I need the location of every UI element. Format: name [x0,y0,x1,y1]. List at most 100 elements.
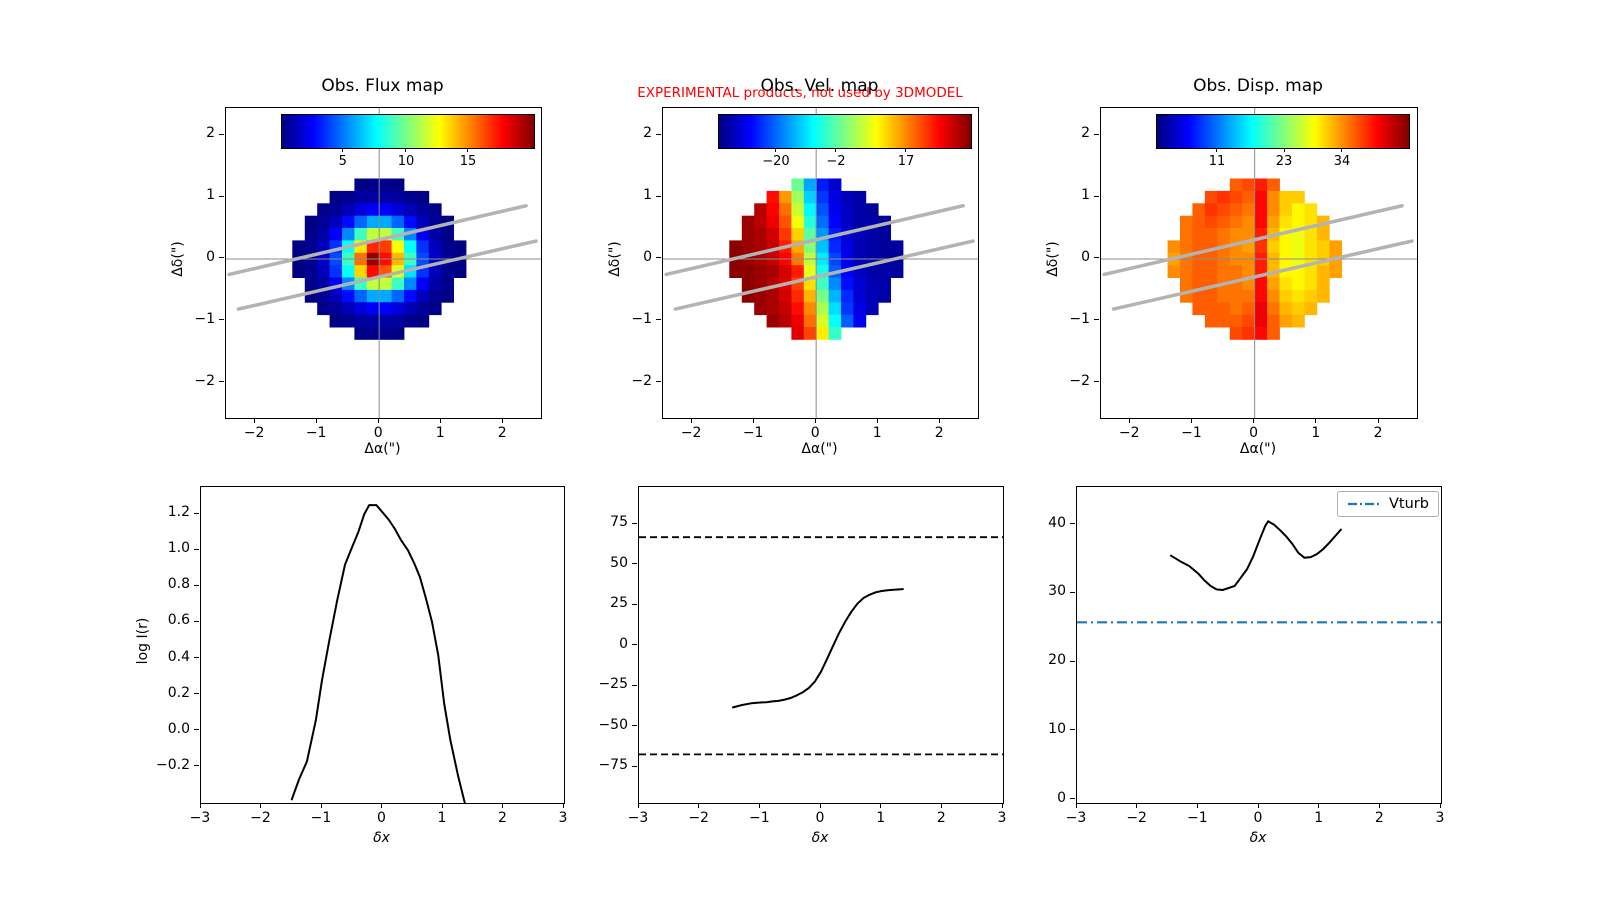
x-tick [940,803,942,808]
heatmap-cell [1204,215,1218,229]
heatmap-cell [1204,314,1218,328]
heatmap-cell [865,302,879,316]
heatmap-cell [428,289,442,303]
heatmap-cell [342,289,355,303]
vturb-legend: Vturb [1337,491,1439,517]
heatmap-cell [428,240,442,254]
y-tick-label: −2 [631,372,652,389]
heatmap-cell [816,327,829,340]
heatmap-cell [1304,228,1318,241]
heatmap-cell [1167,265,1181,278]
colorbar-tick [775,148,777,152]
x-tick [562,803,564,808]
y-tick [194,729,199,731]
heatmap-cell [416,190,430,204]
y-tick [632,603,637,605]
heatmap-cell [841,203,854,217]
heatmap-cell [1229,265,1243,278]
y-tick-label: 2 [206,125,215,142]
heatmap-cell [1279,215,1293,229]
y-tick-label: 1.0 [167,540,190,557]
y-tick-label: 0.2 [167,684,190,701]
heatmap-cell [1229,314,1243,328]
heatmap-cell [878,265,891,278]
heatmap-cell [366,215,380,229]
y-tick-label: 25 [610,595,628,612]
y-tick-label: −75 [598,757,628,774]
heatmap-cell [828,277,842,291]
x-tick-label: 2 [1374,810,1384,826]
heatmap-cell [779,215,792,229]
velocity-profile-plot-area [638,486,1004,804]
heatmap-cell [791,190,805,204]
heatmap-cell [1292,190,1305,204]
heatmap-cell [1304,289,1318,303]
heatmap-cell [1267,215,1280,229]
heatmap-cell [416,302,430,316]
heatmap-cell [754,203,767,217]
y-tick-label: −25 [598,676,628,693]
heatmap-cell [741,240,755,254]
velocity-map-plot-area [662,107,979,419]
colorbar-tick-label: −2 [826,154,846,169]
heatmap-cell [1180,228,1193,241]
x-tick-label: 1 [1314,810,1324,826]
heatmap-cell [1292,302,1305,316]
x-tick [1001,803,1003,808]
heatmap-cell [1329,265,1343,278]
heatmap-cell [317,302,330,316]
heatmap-cell [1217,302,1231,316]
velocity-profile-xlabel: δx [811,830,829,846]
heatmap-cell [791,203,805,217]
x-tick [501,418,503,423]
heatmap-cell [329,190,343,204]
y-tick [1094,381,1099,383]
heatmap-cell [342,228,355,241]
heatmap-cell [342,190,355,204]
heatmap-cell [1292,314,1305,328]
heatmap-cell [828,314,842,328]
y-tick [1070,523,1075,525]
heatmap-cell [1204,203,1218,217]
x-tick-label: 3 [558,810,568,826]
heatmap-cell [791,178,805,192]
heatmap-cell [779,203,792,217]
heatmap-cell [317,265,330,278]
y-tick-label: 30 [1048,583,1066,600]
y-tick-label: −2 [1069,372,1090,389]
y-tick [219,133,224,135]
heatmap-cell [816,178,829,192]
heatmap-cell [366,327,380,340]
heatmap-cell [803,203,817,217]
x-tick [1075,803,1077,808]
heatmap-cell [803,190,817,204]
heatmap-cell [1192,265,1206,278]
colorbar [1156,114,1410,149]
heatmap-cell [354,314,368,328]
heatmap-cell [416,277,430,291]
heatmap-cell [853,203,867,217]
heatmap-cell [366,314,380,328]
heatmap-cell [354,302,368,316]
heatmap-cell [379,240,392,254]
heatmap-cell [1242,327,1255,340]
y-tick [656,381,661,383]
heatmap-cell [329,289,343,303]
x-tick [690,418,692,423]
heatmap-cell [366,203,380,217]
x-tick-label: 0 [1253,810,1263,826]
y-tick-label: 1 [206,187,215,204]
heatmap-cell [1204,265,1218,278]
heatmap-cell [791,314,805,328]
heatmap-cell [828,215,842,229]
heatmap-cell [754,265,767,278]
heatmap-cell [1292,277,1305,291]
x-tick-label: −2 [1126,810,1147,826]
y-tick [656,319,661,321]
y-tick [194,512,199,514]
flux-profile-curve [290,504,466,803]
heatmap-cell [416,314,430,328]
heatmap-cell [1279,203,1293,217]
heatmap-cell [354,228,368,241]
dispersion-map-canvas [1101,108,1417,418]
